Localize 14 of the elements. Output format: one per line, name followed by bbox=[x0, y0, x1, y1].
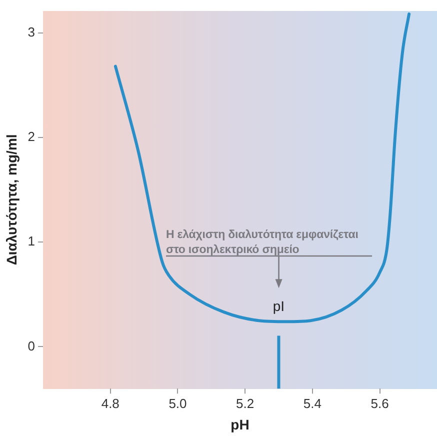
x-tick-label: 5.6 bbox=[370, 396, 389, 411]
y-axis-title: Διαλυτότητα, mg/ml bbox=[3, 134, 20, 266]
y-tick-label: 3 bbox=[28, 24, 36, 40]
y-tick-label: 1 bbox=[28, 234, 36, 249]
x-tick-label: 5.0 bbox=[168, 396, 187, 411]
annotation: Η ελάχιστη διαλυτότητα εμφανίζεται στο ισοηλεκτρικό σημείο bbox=[166, 228, 360, 258]
x-tick-label: 4.8 bbox=[101, 396, 120, 411]
x-tick-label: 5.2 bbox=[236, 396, 254, 411]
x-tick-label: 5.4 bbox=[303, 396, 322, 411]
y-tick-label: 0 bbox=[28, 338, 36, 354]
ref-line-label: pI bbox=[272, 298, 285, 314]
y-tick-label: 2 bbox=[28, 129, 36, 144]
x-axis-title: pH bbox=[230, 416, 250, 432]
line-series bbox=[114, 12, 411, 324]
